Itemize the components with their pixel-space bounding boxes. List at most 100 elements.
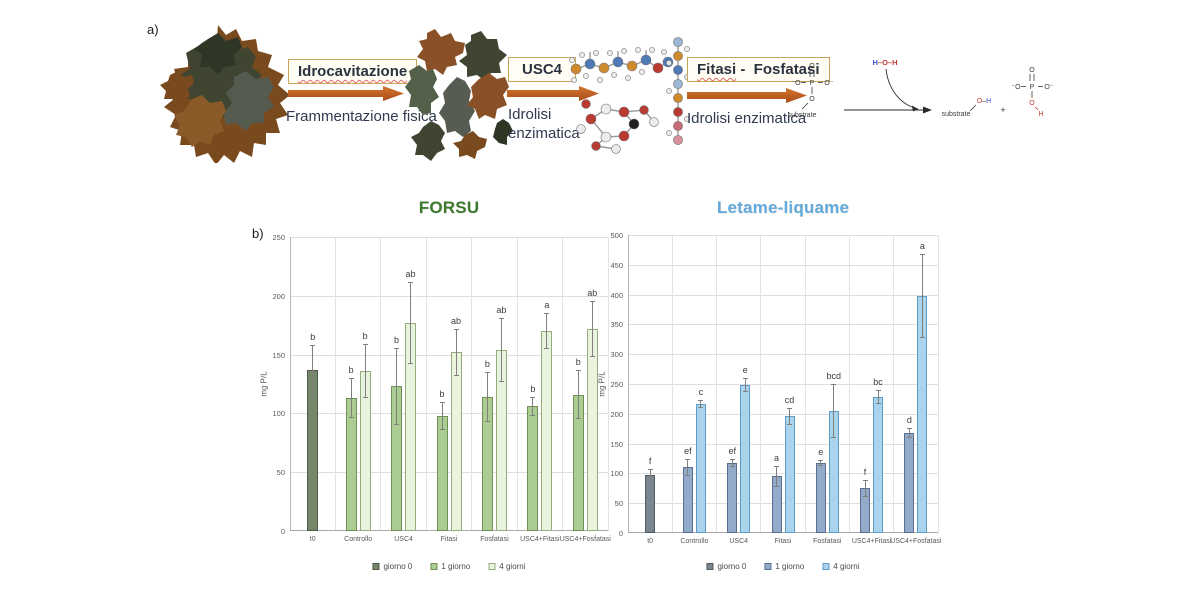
significance-letter: ef [728, 446, 736, 457]
gridline [628, 294, 938, 296]
bar [695, 404, 706, 533]
legend-item: 4 giorni [488, 562, 526, 571]
gridline-vertical [760, 235, 762, 533]
error-bar-cap [408, 363, 414, 364]
error-bar-cap [787, 407, 792, 409]
bar [904, 432, 915, 533]
error-bar-cap [362, 397, 368, 399]
error-bar-cap [439, 401, 445, 403]
legend-item: giorno 0 [372, 562, 412, 571]
legend-label: 1 giorno [775, 562, 805, 571]
error-bar-cap [589, 300, 595, 302]
y-axis-title: mg P/L [597, 371, 607, 397]
error-bar-cap [575, 369, 581, 371]
legend-swatch [822, 563, 830, 570]
gridline-vertical [716, 235, 718, 533]
error-bar [532, 396, 534, 416]
arrow-2-icon [507, 86, 599, 101]
significance-letter: c [698, 387, 704, 398]
y-tick-label: 350 [610, 320, 623, 330]
substrate-label: substrate [942, 111, 971, 118]
reaction-scheme: O ⁻O P O⁻ O substrate H–O–H substrate [788, 58, 1054, 119]
error-bar-cap [831, 436, 837, 438]
error-bar [921, 254, 923, 338]
axis-left [290, 237, 291, 531]
error-bar-cap [862, 495, 868, 497]
gridline [290, 354, 608, 356]
gridline-vertical [893, 235, 895, 533]
error-bar-cap [685, 474, 691, 476]
error-bar [776, 465, 777, 488]
legend-swatch [706, 563, 714, 570]
error-bar [350, 378, 352, 419]
legend-item: 1 giorno [430, 562, 470, 571]
fosfatasi-label: - Fosfatasi [736, 61, 820, 78]
gridline [628, 324, 938, 326]
error-bar-cap [919, 336, 925, 338]
atom-o: O [809, 63, 815, 70]
idrocavitazione-box: Idrocavitazione [288, 59, 418, 84]
bar [784, 416, 795, 533]
idrocavitazione-label: Idrocavitazione [298, 63, 408, 80]
error-bar [731, 459, 733, 468]
error-bar-cap [875, 389, 881, 391]
legend-label: giorno 0 [383, 562, 413, 571]
axis-bottom [628, 532, 938, 533]
error-bar-cap [484, 372, 490, 374]
legend-label: 1 giorno [441, 562, 471, 571]
gridline-vertical [516, 237, 518, 531]
x-tick-label: USC4 [394, 536, 413, 543]
gridline-vertical [471, 237, 473, 531]
error-bar-cap [589, 355, 595, 357]
plus-sign: + [1000, 105, 1005, 115]
error-bar-cap [647, 468, 653, 470]
error-bar-cap [698, 400, 704, 402]
error-bar-cap [544, 313, 550, 315]
gridline [628, 264, 938, 266]
significance-letter: ab [496, 305, 507, 316]
error-bar [546, 313, 548, 349]
error-bar-cap [875, 403, 881, 405]
significance-letter: b [394, 334, 400, 345]
significance-letter: bcd [826, 371, 842, 381]
y-tick-label: 300 [610, 350, 623, 360]
gridline-vertical [607, 237, 609, 531]
error-bar [820, 459, 822, 466]
gridline [628, 235, 938, 236]
bar [450, 352, 462, 531]
error-bar-cap [484, 420, 490, 422]
legend-item: 1 giorno [764, 562, 804, 571]
significance-letter: cd [784, 394, 795, 405]
bar [527, 406, 539, 531]
error-bar-cap [742, 378, 748, 380]
gridline [628, 384, 938, 385]
significance-letter: ab [405, 268, 416, 279]
significance-letter: e [818, 446, 824, 457]
plot-area: f ef c ef e a cd e bcd f bc d a [628, 235, 939, 533]
atom-o-minus: O⁻ [1044, 84, 1053, 91]
error-bar-cap [348, 378, 354, 380]
x-tick-label: USC4+Fosfatasi [559, 536, 611, 543]
atom-h-red: H [1038, 111, 1043, 118]
error-bar [864, 479, 866, 497]
chart-forsu: FORSU b b b b ab b ab b ab b a b ab 0 50 100 150 200 250 mg… [255, 198, 627, 590]
chart-title: Letame-liquame [716, 198, 850, 217]
molecule-image [569, 37, 690, 154]
chart-title: FORSU [418, 198, 480, 217]
error-bar [441, 401, 443, 430]
error-bar-cap [906, 436, 912, 438]
error-bar-cap [453, 374, 459, 376]
significance-letter: f [648, 455, 652, 466]
step1-caption: Frammentazione fisica [286, 108, 437, 125]
step3-caption: Idrolisi enzimatica [687, 110, 807, 127]
error-bar-cap [647, 479, 653, 481]
y-tick-label: 100 [610, 469, 623, 479]
error-bar-cap [729, 459, 735, 461]
error-bar [687, 459, 689, 476]
bar [682, 467, 693, 533]
x-tick-label: USC4+Fitasi [851, 538, 892, 545]
significance-letter: a [919, 241, 925, 252]
x-tick-label: USC4+Fitasi [520, 536, 560, 543]
error-bar-cap [453, 328, 459, 330]
legend-item: giorno 0 [706, 562, 746, 571]
